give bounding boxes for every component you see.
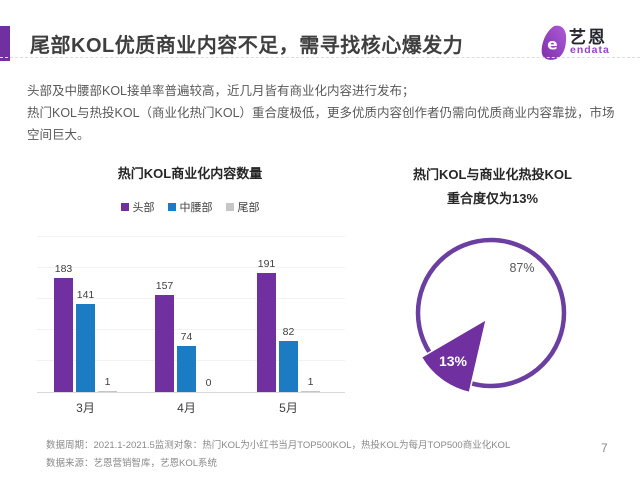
gridline	[37, 298, 345, 299]
footer-data-period: 数据周期：2021.1-2021.5监测对象：热门KOL为小红书当月TOP500…	[46, 440, 511, 451]
legend-marker	[225, 203, 234, 211]
bar	[76, 304, 95, 392]
bar	[301, 391, 320, 392]
bar	[54, 278, 73, 392]
pie-label-major: 87%	[509, 261, 534, 275]
gridline	[37, 267, 345, 268]
bar-value-label: 141	[76, 289, 95, 301]
logo-brand-cn: 艺恩	[569, 28, 607, 47]
pie-chart-title-line2: 重合度仅为13%	[446, 191, 539, 206]
endata-logo: e 艺恩 endata	[540, 21, 635, 63]
bar-value-label: 74	[180, 331, 193, 343]
bar-value-label: 0	[205, 377, 212, 389]
bar	[279, 341, 298, 392]
bar-value-label: 1	[104, 376, 111, 388]
x-axis-label: 5月	[279, 401, 298, 415]
bar-value-label: 183	[54, 263, 73, 275]
legend-label: 中腰部	[179, 202, 213, 214]
svg-text:e: e	[547, 35, 557, 53]
legend-item: 头部	[120, 199, 155, 215]
legend-item: 中腰部	[167, 199, 213, 215]
header-divider	[0, 57, 640, 58]
bar	[177, 346, 196, 392]
legend-label: 头部	[132, 202, 155, 214]
bar-value-label: 1	[307, 376, 314, 388]
bar-chart-plot: 183 141 1 157 74 0 191 82 1	[37, 231, 345, 393]
bar-chart-legend: 头部 中腰部 尾部	[35, 199, 345, 215]
pie-label-minor: 13%	[439, 353, 468, 369]
bar	[155, 295, 174, 392]
intro-line2: 热门KOL与热投KOL（商业化热门KOL）重合度极低，更多优质内容创作者仍需向优…	[27, 106, 615, 142]
gridline	[37, 236, 345, 237]
bar-value-label: 191	[257, 258, 276, 270]
bar-chart-x-axis: 3月 4月 5月	[37, 399, 345, 417]
bar-value-label: 82	[282, 326, 295, 338]
intro-text: 头部及中腰部KOL接单率普遍较高，近几月皆有商业化内容进行发布； 热门KOL与热投…	[27, 80, 621, 146]
bar-group: 157 74 0	[155, 231, 218, 392]
legend-marker	[120, 203, 129, 211]
bar-value-label: 157	[155, 280, 174, 292]
bar-group: 183 141 1	[54, 231, 117, 392]
bar	[98, 391, 117, 392]
logo-brand-en: endata	[570, 44, 610, 56]
legend-item: 尾部	[225, 199, 260, 215]
legend-marker	[167, 203, 176, 211]
gridline	[37, 329, 345, 330]
footer-data-source: 数据来源：艺恩营销智库，艺恩KOL系统	[46, 458, 218, 469]
pie-minor-slice	[420, 318, 488, 394]
legend-label: 尾部	[237, 202, 260, 214]
pie-chart-title-line1: 热门KOL与商业化热投KOL	[413, 167, 572, 182]
x-axis-label: 4月	[177, 401, 196, 415]
title-accent-bar	[0, 26, 10, 61]
x-axis-label: 3月	[76, 401, 95, 415]
bar-chart-title: 热门KOL商业化内容数量	[117, 166, 263, 181]
page-title: 尾部KOL优质商业内容不足，需寻找核心爆发力	[30, 35, 464, 57]
pie-chart: 87% 13%	[415, 237, 567, 394]
bar	[257, 273, 276, 392]
intro-line1: 头部及中腰部KOL接单率普遍较高，近几月皆有商业化内容进行发布；	[27, 84, 415, 98]
page-number: 7	[601, 441, 608, 455]
endata-e-icon: e	[541, 25, 567, 60]
bar-group: 191 82 1	[257, 231, 320, 392]
